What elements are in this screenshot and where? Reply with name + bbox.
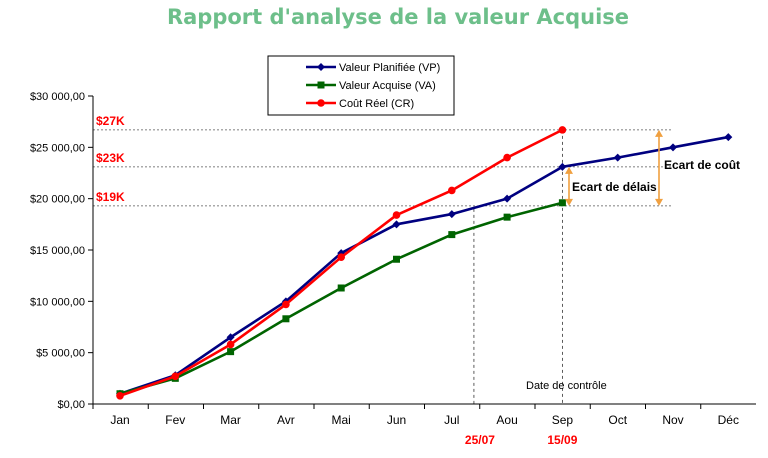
reference-label: $19K [96, 190, 125, 204]
y-tick-label: $15 000,00 [30, 245, 85, 257]
data-point [282, 315, 290, 323]
legend-marker [317, 99, 325, 107]
data-point [558, 126, 567, 134]
x-tick-label: Oct [608, 413, 627, 427]
reference-label: $23K [96, 151, 125, 165]
x-tick-label: Jun [387, 413, 406, 427]
cost-gap-label: Ecart de coût [664, 158, 740, 172]
x-tick-label: Déc [718, 413, 739, 427]
data-point [724, 133, 733, 142]
y-tick-label: $10 000,00 [30, 296, 85, 308]
data-point [447, 210, 456, 219]
legend-label: Valeur Planifiée (VP) [339, 62, 440, 74]
data-point [226, 333, 235, 342]
data-point [392, 220, 401, 229]
schedule-gap-arrow-head-top [565, 166, 573, 174]
data-point [392, 211, 401, 219]
legend-label: Coût Réel (CR) [339, 98, 414, 110]
data-point [503, 194, 512, 203]
legend: Valeur Planifiée (VP) Valeur Acquise (VA)… [267, 55, 455, 116]
schedule-gap-arrow-head-bottom [565, 198, 573, 206]
data-point [282, 300, 290, 309]
cost-gap-arrow-head-top [655, 129, 663, 137]
x-tick-label: Nov [662, 413, 683, 427]
date-sep-label: 15/09 [547, 433, 577, 447]
reference-label: $27K [96, 114, 125, 128]
control-date-label: Date de contrôle [526, 380, 607, 392]
legend-label: Valeur Acquise (VA) [339, 80, 436, 92]
data-point [448, 231, 456, 239]
data-point [613, 153, 622, 162]
y-tick-label: $0,00 [57, 399, 85, 411]
x-tick-label: Mar [220, 413, 241, 427]
y-tick-label: $20 000,00 [30, 194, 85, 206]
series-layer [116, 126, 733, 400]
axes: $0,00 $5 000,00 $10 000,00 $15 000,00 $20 00… [30, 91, 756, 427]
series-line-0 [119, 135, 729, 395]
x-tick-label: Jan [110, 413, 129, 427]
chart-title: Rapport d'analyse de la valeur Acquise [167, 5, 629, 29]
schedule-gap-label: Ecart de délais [572, 180, 657, 194]
cost-gap-arrow-head-bottom [655, 198, 663, 206]
y-tick-label: $25 000,00 [30, 142, 85, 154]
legend-marker [317, 81, 325, 89]
annotations: Ecart de coût Ecart de délais Date de cont… [465, 129, 740, 447]
date-jul-label: 25/07 [465, 433, 495, 447]
x-tick-label: Mai [332, 413, 351, 427]
x-tick-label: Sep [552, 413, 574, 427]
data-point [448, 186, 456, 195]
reference-lines: $27K $23K $19K [93, 114, 671, 404]
data-point [503, 213, 511, 221]
x-tick-label: Avr [277, 413, 295, 427]
data-point [226, 340, 235, 349]
y-tick-label: $5 000,00 [36, 348, 85, 360]
data-point [669, 143, 677, 152]
legend-box [267, 55, 455, 116]
series-line-2 [119, 128, 563, 398]
data-point [337, 284, 345, 292]
y-tick-label: $30 000,00 [30, 91, 85, 103]
series-line-1 [119, 201, 563, 395]
x-tick-label: Jul [444, 413, 459, 427]
data-point [393, 255, 400, 263]
legend-marker [317, 63, 325, 71]
data-point [558, 199, 566, 207]
x-tick-label: Aou [496, 413, 517, 427]
x-tick-label: Fev [165, 413, 185, 427]
data-point [558, 162, 567, 171]
data-point [503, 153, 511, 162]
data-point [227, 348, 235, 356]
data-point [116, 391, 124, 400]
data-point [337, 253, 346, 261]
data-point [171, 372, 180, 381]
